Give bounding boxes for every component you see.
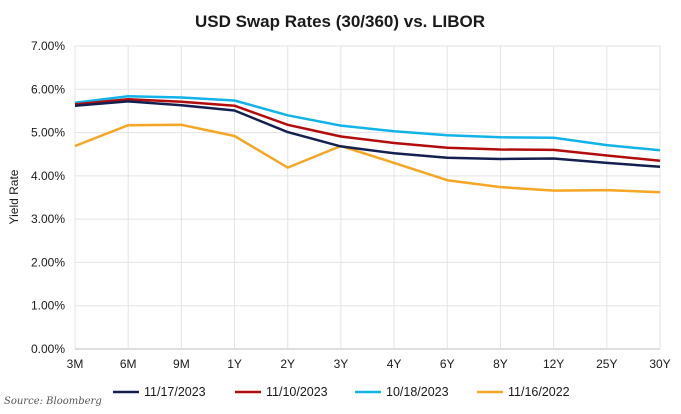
x-tick-label: 3Y xyxy=(334,357,349,371)
chart-title: USD Swap Rates (30/360) vs. LIBOR xyxy=(195,12,485,31)
x-tick-label: 6M xyxy=(120,357,137,371)
y-axis-label: Yield Rate xyxy=(7,169,21,224)
y-tick-label: 6.00% xyxy=(31,82,65,96)
y-tick-label: 2.00% xyxy=(31,255,65,269)
legend-label: 11/16/2022 xyxy=(508,385,570,399)
y-tick-label: 1.00% xyxy=(31,299,65,313)
x-tick-label: 4Y xyxy=(387,357,402,371)
legend-label: 11/17/2023 xyxy=(144,385,206,399)
x-tick-label: 3M xyxy=(67,357,84,371)
y-tick-label: 5.00% xyxy=(31,126,65,140)
x-tick-label: 30Y xyxy=(649,357,670,371)
gridlines xyxy=(74,45,661,350)
series-line xyxy=(74,100,661,169)
x-tick-label: 6Y xyxy=(440,357,455,371)
legend-label: 10/18/2023 xyxy=(386,385,449,399)
x-tick-label: 2Y xyxy=(280,357,295,371)
x-tick-label: 1Y xyxy=(227,357,242,371)
x-tick-label: 25Y xyxy=(596,357,617,371)
y-tick-label: 4.00% xyxy=(31,169,65,183)
y-tick-label: 3.00% xyxy=(31,212,65,226)
x-axis: 3M 6M 9M 1Y 2Y 3Y 4Y 6Y 8Y 12Y 25Y 30Y xyxy=(67,357,671,371)
y-axis: 0.00% 1.00% 2.00% 3.00% 4.00% 5.00% 6.00% 7.00% xyxy=(31,39,65,356)
legend-label: 11/10/2023 xyxy=(266,385,328,399)
series-lines xyxy=(74,94,661,194)
x-tick-label: 9M xyxy=(173,357,190,371)
y-tick-label: 0.00% xyxy=(31,342,65,356)
series-line xyxy=(74,97,661,162)
series-line xyxy=(74,94,661,152)
series-line xyxy=(74,123,661,194)
legend: 11/17/2023 11/10/2023 10/18/2023 11/16/2022 xyxy=(113,385,570,399)
x-tick-label: 12Y xyxy=(543,357,564,371)
x-tick-label: 8Y xyxy=(493,357,508,371)
y-tick-label: 7.00% xyxy=(31,39,65,53)
source-note: Source: Bloomberg xyxy=(4,396,102,407)
